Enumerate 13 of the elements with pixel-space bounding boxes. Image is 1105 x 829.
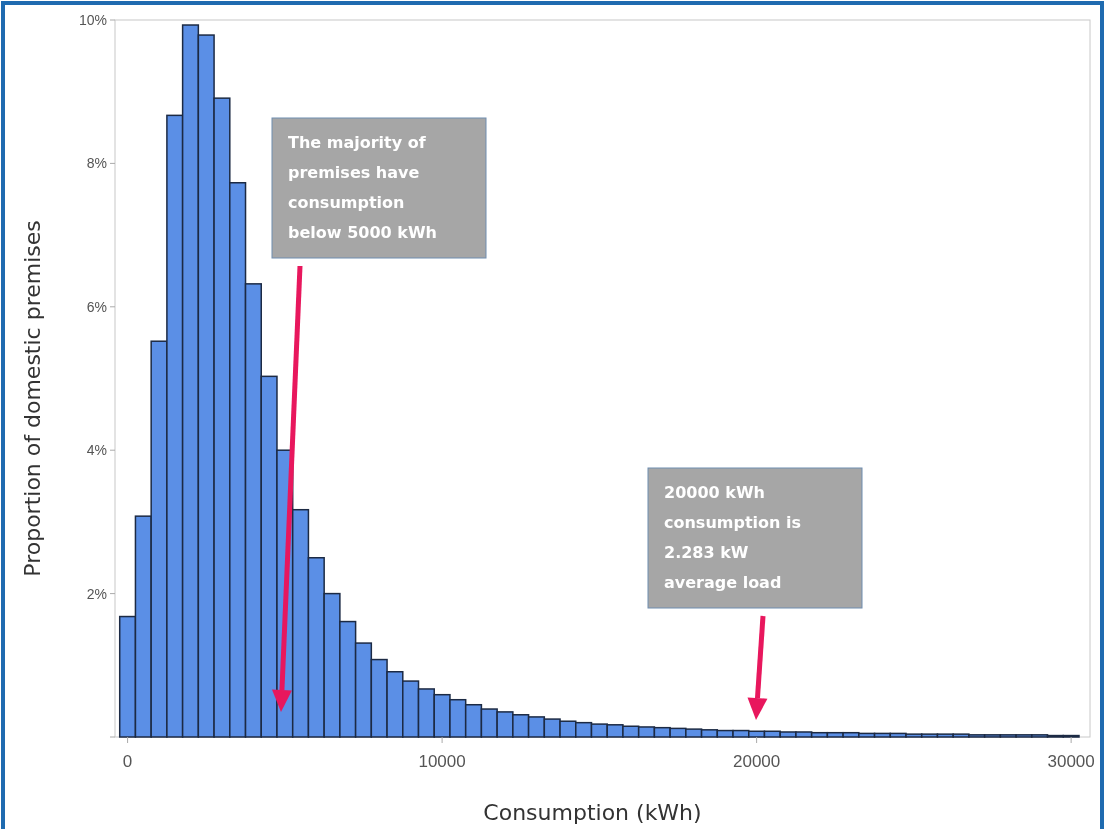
y-tick-label: 8%: [86, 155, 107, 172]
y-tick-label: 4%: [86, 442, 107, 459]
y-tick-label: 10%: [78, 11, 107, 28]
y-tick-label: 6%: [86, 298, 107, 315]
annotation: The majority of premises have consumption below 5000 kWh: [288, 133, 437, 242]
y-tick-label: 2%: [86, 585, 107, 602]
x-tick-label: 0: [122, 752, 133, 771]
y-axis-title: Proportion of domestic premises: [20, 220, 45, 577]
x-tick-label: 10000: [418, 752, 466, 771]
x-tick-label: 30000: [1047, 752, 1095, 771]
x-tick-label: 20000: [732, 752, 781, 771]
annotation: 20000 kWh consumption is 2.283 kW average load: [664, 483, 801, 592]
x-axis-title: Consumption (kWh): [483, 800, 702, 825]
